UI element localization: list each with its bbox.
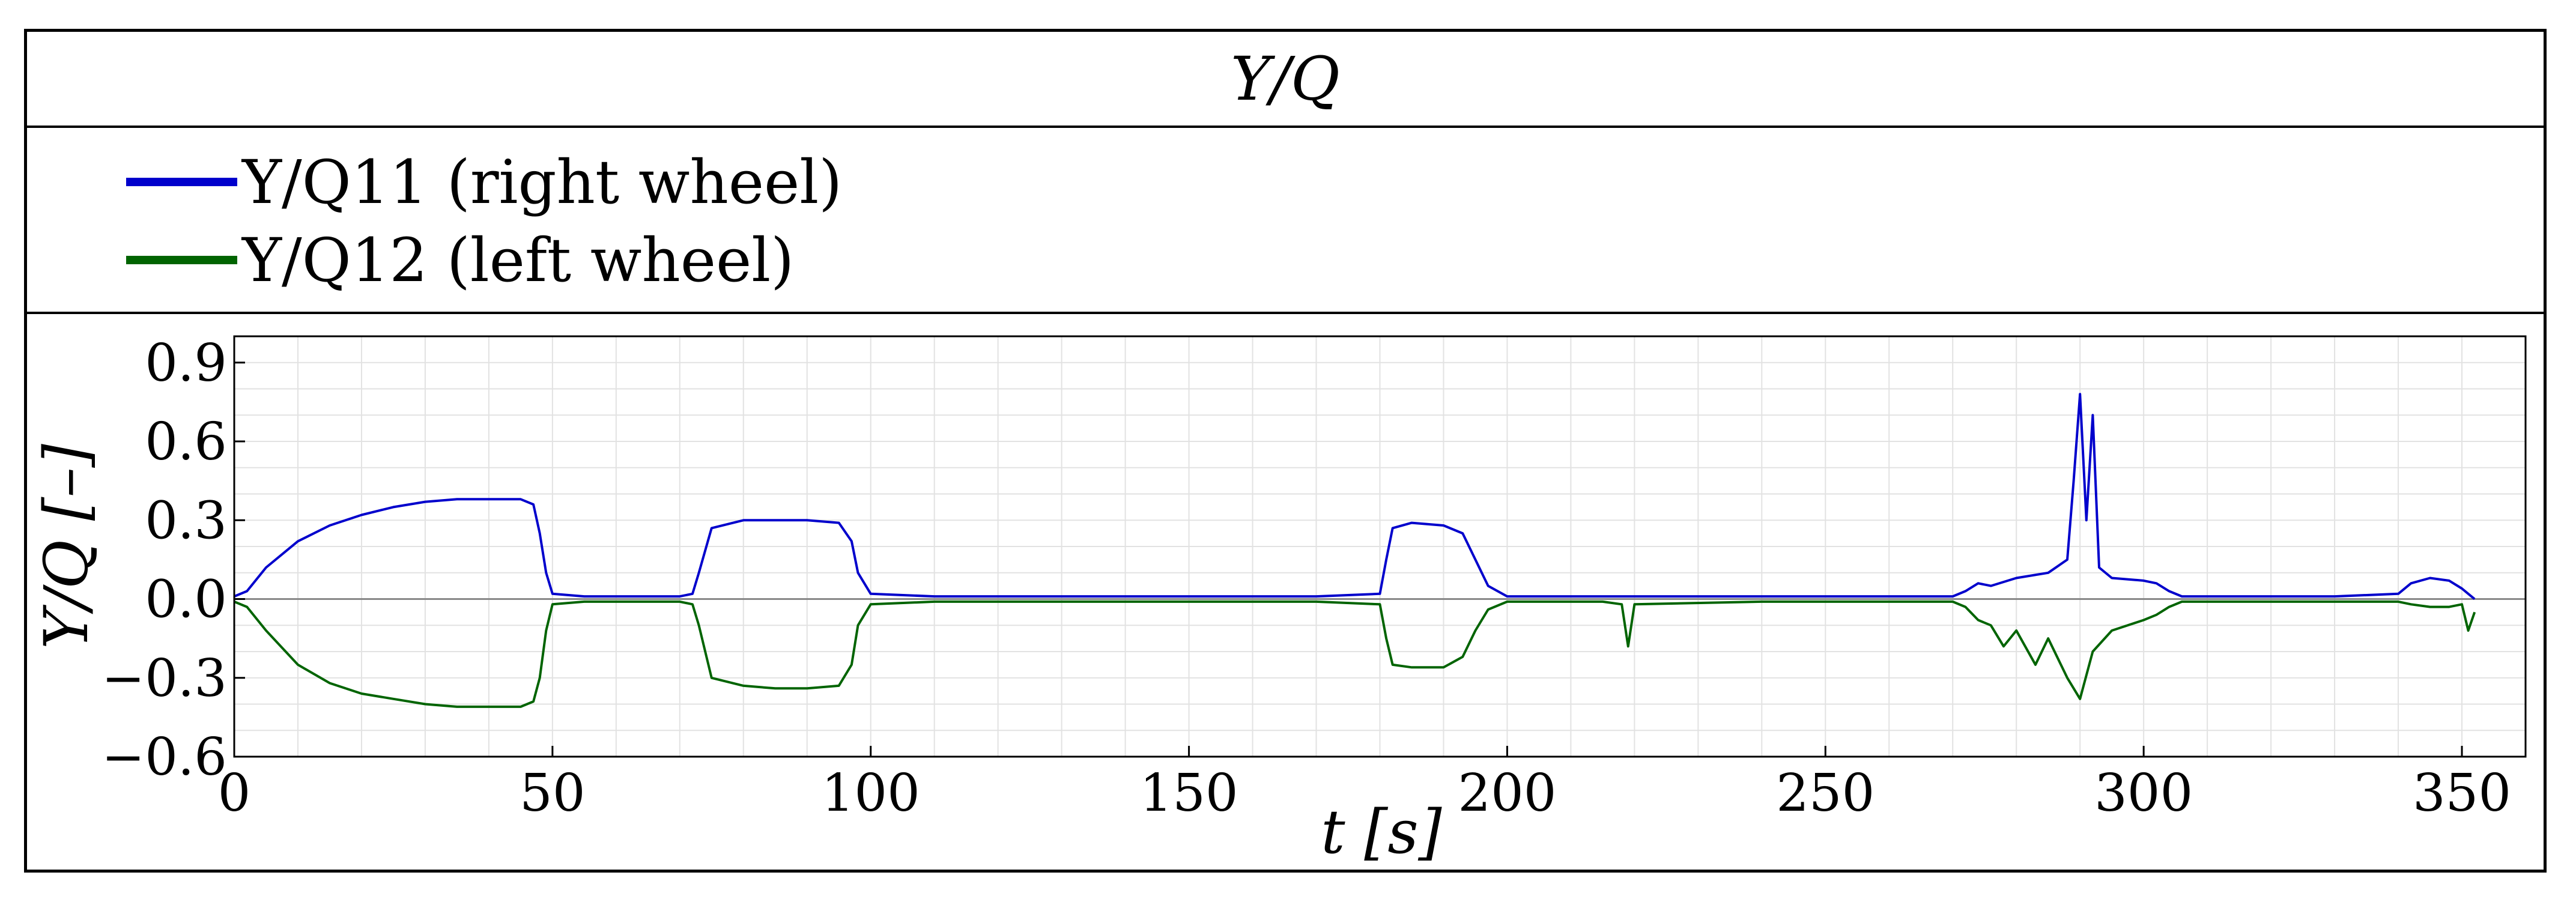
series-layer bbox=[234, 393, 2476, 708]
x-tick-label: 300 bbox=[2094, 763, 2193, 823]
x-tick-label: 350 bbox=[2413, 763, 2511, 823]
legend: Y/Q11 (right wheel) Y/Q12 (left wheel) bbox=[27, 128, 2544, 314]
y-tick-label: 0.0 bbox=[145, 570, 227, 630]
title-row: Y/Q bbox=[27, 32, 2544, 128]
plot-area-border bbox=[233, 335, 2527, 758]
legend-label-left-wheel: Y/Q12 (left wheel) bbox=[242, 225, 795, 295]
x-tick-label: 0 bbox=[218, 763, 251, 823]
y-axis-label: Y/Q [–] bbox=[31, 443, 102, 649]
series-line-right-wheel bbox=[234, 393, 2476, 601]
y-tick-label: −0.3 bbox=[102, 649, 227, 709]
x-axis-label: t [s] bbox=[1321, 797, 1442, 867]
legend-swatch-left-wheel bbox=[126, 256, 237, 264]
y-tick-label: 0.6 bbox=[145, 412, 227, 472]
grid bbox=[234, 336, 2526, 757]
x-tick-label: 250 bbox=[1776, 763, 1874, 823]
x-tick-label: 50 bbox=[520, 763, 585, 823]
x-tick-label: 200 bbox=[1458, 763, 1556, 823]
chart-title: Y/Q bbox=[1231, 43, 1340, 114]
y-tick-label: 0.3 bbox=[145, 491, 227, 551]
chart-frame: Y/Q Y/Q11 (right wheel) Y/Q12 (left whee… bbox=[24, 29, 2547, 873]
x-tick-label: 150 bbox=[1140, 763, 1238, 823]
y-tick-label: 0.9 bbox=[145, 333, 227, 393]
legend-label-right-wheel: Y/Q11 (right wheel) bbox=[242, 147, 843, 217]
legend-entry-right-wheel: Y/Q11 (right wheel) bbox=[126, 146, 842, 218]
legend-entry-left-wheel: Y/Q12 (left wheel) bbox=[126, 224, 794, 296]
series-line-left-wheel bbox=[234, 600, 2476, 708]
x-tick-label: 100 bbox=[822, 763, 920, 823]
legend-swatch-right-wheel bbox=[126, 178, 237, 186]
y-tick-label: −0.6 bbox=[102, 727, 227, 787]
ticks: 0 50 100 150 200 250 300 350 −0.6 −0.3 0.0 0.3 0.6 0.… bbox=[102, 333, 2511, 823]
